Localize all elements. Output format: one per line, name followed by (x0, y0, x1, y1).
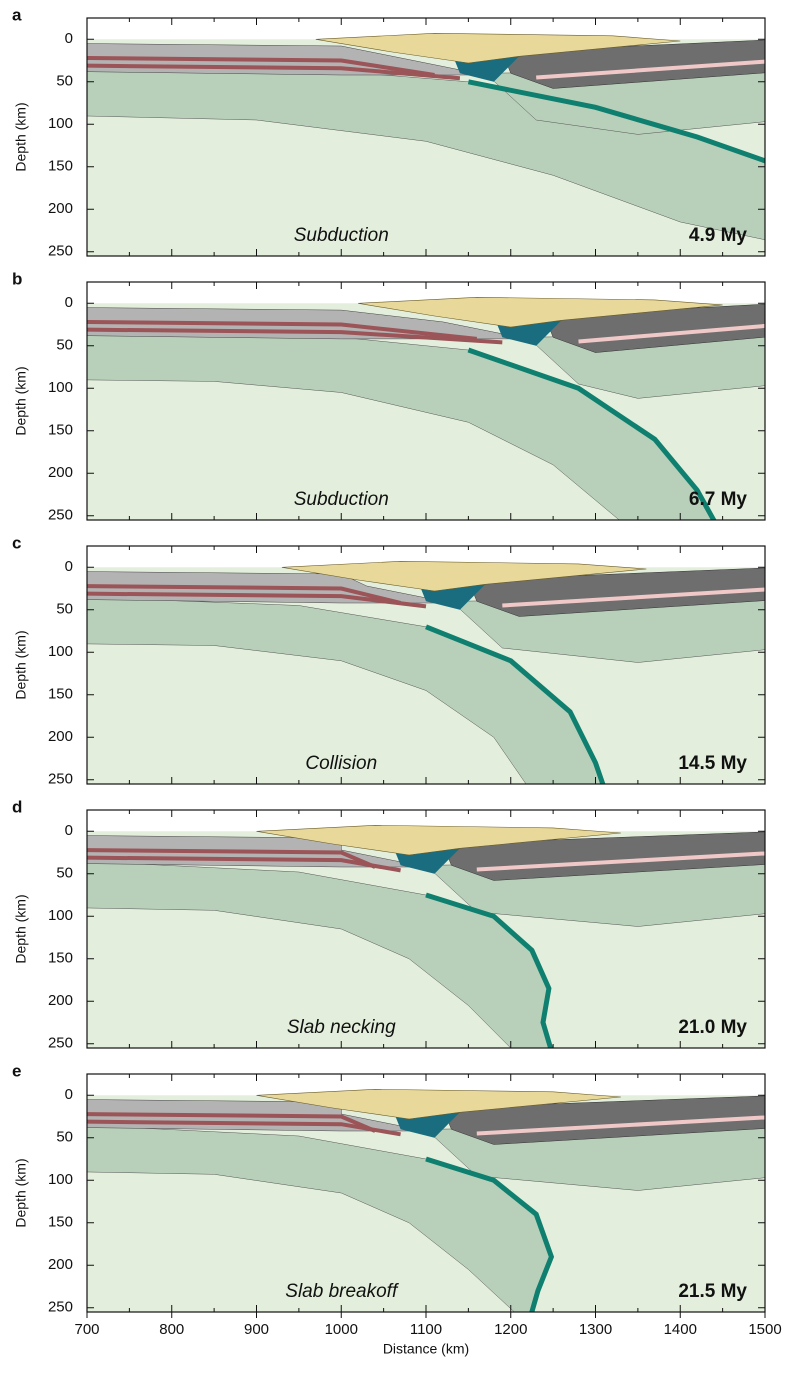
y-tick-label: 150 (48, 950, 73, 967)
sediment-wedge (256, 1088, 621, 1120)
y-tick-label: 100 (48, 379, 73, 396)
y-tick-label: 200 (48, 992, 73, 1009)
y-tick-label: 150 (48, 422, 73, 439)
stage-annotation: Subduction (294, 489, 389, 510)
crust-stripe (87, 855, 401, 873)
y-tick-label: 0 (65, 294, 73, 311)
x-tick-label: 1400 (664, 1321, 697, 1338)
y-tick-label: 100 (48, 115, 73, 132)
panel-letter: d (12, 797, 22, 816)
panel-letter: a (12, 5, 22, 24)
stage-annotation: Subduction (294, 225, 389, 246)
time-label: 6.7 My (689, 489, 748, 510)
sediment-wedge (256, 824, 621, 856)
section (87, 296, 765, 520)
x-tick-label: 1500 (748, 1321, 781, 1338)
y-tick-label: 200 (48, 464, 73, 481)
y-tick-label: 250 (48, 1035, 73, 1052)
y-tick-label: 200 (48, 728, 73, 745)
y-tick-label: 200 (48, 200, 73, 217)
panel-letter: b (12, 269, 22, 288)
y-tick-label: 0 (65, 822, 73, 839)
crust-stripe (87, 327, 503, 345)
x-tick-label: 1100 (410, 1321, 442, 1338)
section (87, 1088, 765, 1312)
panel-letter: e (12, 1061, 21, 1080)
x-tick-label: 900 (244, 1321, 269, 1338)
x-axis-label: Distance (km) (383, 1341, 469, 1357)
panel: 0 50 100 150 200 250 Depth (km) b Subduction 6.7 … (12, 269, 766, 524)
panel-letter: c (12, 533, 21, 552)
y-tick-label: 250 (48, 771, 73, 788)
slab-crust (425, 892, 554, 1048)
y-axis-label: Depth (km) (13, 630, 29, 699)
panel: 0 50 100 150 200 250 Depth (km) c Collision 14.5 … (12, 533, 766, 788)
slab-crust (467, 347, 717, 520)
y-tick-label: 150 (48, 1214, 73, 1231)
y-tick-label: 100 (48, 643, 73, 660)
crust-stripe (87, 591, 427, 609)
slab-crust (467, 79, 765, 164)
y-axis-label: Depth (km) (13, 1158, 29, 1227)
section (87, 824, 765, 1048)
y-tick-label: 0 (65, 30, 73, 47)
panel: 0 50 100 150 200 250 Depth (km) d Slab necking 21… (12, 797, 766, 1052)
y-axis-label: Depth (km) (13, 102, 29, 171)
crust-stripe (87, 1119, 401, 1137)
y-tick-label: 50 (56, 337, 73, 354)
slab-crust (425, 1156, 555, 1312)
y-tick-label: 250 (48, 507, 73, 524)
y-tick-label: 50 (56, 865, 73, 882)
y-tick-label: 50 (56, 1129, 73, 1146)
crust-stripe (87, 63, 461, 81)
x-tick-label: 800 (159, 1321, 184, 1338)
x-tick-label: 1300 (579, 1321, 612, 1338)
y-axis-label: Depth (km) (13, 894, 29, 963)
x-tick-label: 700 (74, 1321, 99, 1338)
y-tick-label: 100 (48, 1171, 73, 1188)
y-tick-label: 50 (56, 73, 73, 90)
crust-stripe (536, 59, 765, 80)
crust-stripe (476, 851, 765, 872)
time-label: 21.5 My (678, 1281, 747, 1302)
crust-stripe (502, 587, 765, 608)
crust-stripe (578, 323, 765, 344)
stage-annotation: Slab necking (287, 1017, 396, 1038)
crust-stripe (87, 319, 478, 341)
time-label: 4.9 My (689, 225, 748, 246)
time-label: 21.0 My (678, 1017, 747, 1038)
y-axis-label: Depth (km) (13, 366, 29, 435)
y-tick-label: 0 (65, 558, 73, 575)
sediment-wedge (281, 560, 647, 592)
crust-stripe (87, 55, 435, 77)
y-tick-label: 100 (48, 907, 73, 924)
sediment-wedge (358, 296, 723, 328)
panel: 0 50 100 150 200 250 Depth (km) a Subduction 4.9 … (12, 5, 766, 260)
x-tick-label: 1000 (325, 1321, 358, 1338)
section (87, 560, 765, 784)
stage-annotation: Collision (305, 753, 377, 774)
time-label: 14.5 My (678, 753, 747, 774)
slab-crust (425, 624, 606, 784)
crust-stripe (476, 1115, 765, 1136)
y-tick-label: 250 (48, 243, 73, 260)
stage-annotation: Slab breakoff (285, 1281, 399, 1302)
crust-stripe (87, 584, 402, 605)
y-tick-label: 250 (48, 1299, 73, 1316)
y-tick-label: 0 (65, 1086, 73, 1103)
y-tick-label: 50 (56, 601, 73, 618)
x-tick-label: 1200 (494, 1321, 527, 1338)
y-tick-label: 200 (48, 1256, 73, 1273)
y-tick-label: 150 (48, 686, 73, 703)
y-tick-label: 150 (48, 158, 73, 175)
sediment-wedge (315, 32, 681, 64)
section (87, 32, 765, 256)
